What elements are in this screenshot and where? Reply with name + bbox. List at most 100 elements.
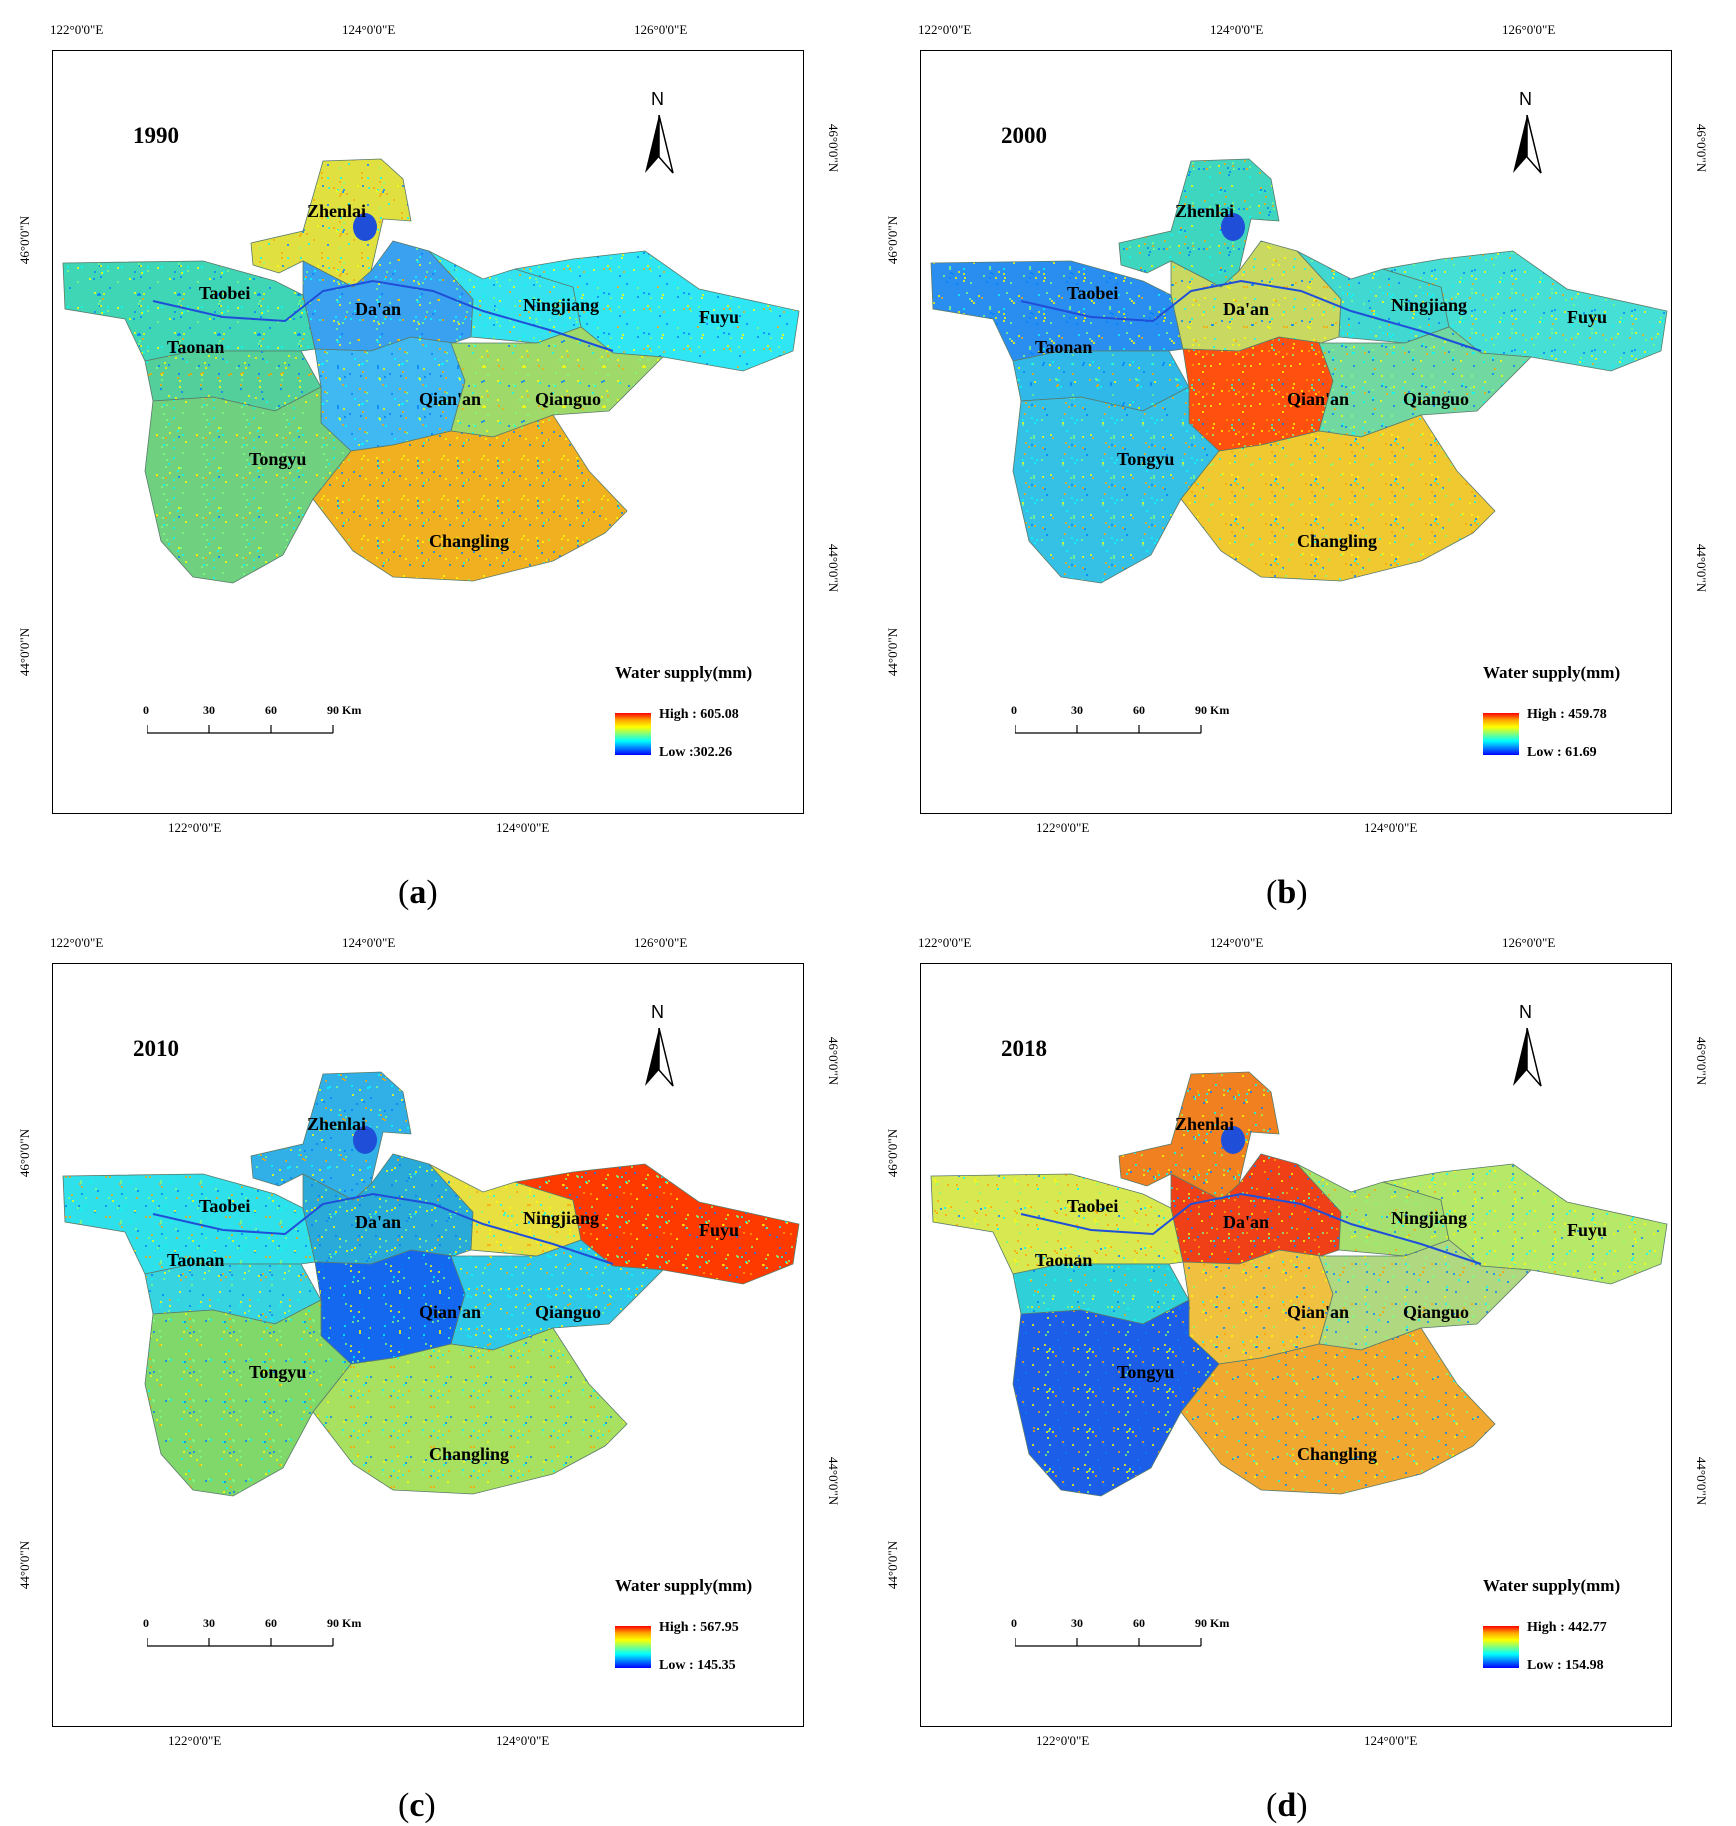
county-label: Taonan: [167, 337, 225, 357]
legend-title: Water supply(mm): [1483, 663, 1621, 682]
legend-title: Water supply(mm): [1483, 1576, 1621, 1595]
county-qianguo: [1318, 326, 1532, 438]
county-label: Qianguo: [1403, 1302, 1470, 1322]
county-label: Zhenlai: [1175, 1114, 1235, 1134]
top-axis-label: 124°0'0"E: [342, 935, 396, 950]
choropleth-map: [930, 158, 1668, 584]
left-axis-label: 44°0'0"N: [17, 1540, 32, 1590]
county-label: Fuyu: [699, 1220, 740, 1240]
legend-color-ramp: [615, 1626, 651, 1668]
map-panel-c: 122°0'0"E 124°0'0"E 126°0'0"E 122°0'0"E 124°…: [0, 913, 868, 1826]
top-axis-label: 126°0'0"E: [1502, 935, 1556, 950]
county-label: Da'an: [355, 299, 402, 319]
scale-tick-label: 30: [203, 1616, 215, 1630]
county-label: Qianguo: [535, 1302, 602, 1322]
lake-shape: [1221, 213, 1245, 241]
map-panel-d: 122°0'0"E 124°0'0"E 126°0'0"E 122°0'0"E 124°…: [868, 913, 1736, 1826]
caption-letter: a: [409, 874, 427, 911]
north-arrow-icon: [645, 1027, 674, 1087]
scale-tick-label: 0: [143, 703, 149, 717]
legend-high-value: High : 442.77: [1527, 1620, 1607, 1635]
scale-bar: [1015, 725, 1202, 734]
county-label: Taobei: [199, 283, 251, 303]
county-label: Da'an: [1223, 1212, 1270, 1232]
north-letter: N: [651, 1002, 664, 1022]
map-panel-a: 122°0'0"E 124°0'0"E 126°0'0"E 122°0'0"E 124°…: [0, 0, 868, 913]
county-label: Da'an: [355, 1212, 402, 1232]
north-letter: N: [1519, 1002, 1532, 1022]
county-label: Changling: [429, 531, 510, 551]
county-label: Taonan: [167, 1250, 225, 1270]
county-label: Ningjiang: [523, 1208, 600, 1228]
right-axis-label: 44°0'0"N: [1694, 1456, 1709, 1506]
legend-color-ramp: [1483, 713, 1519, 755]
scale-tick-label: 90 Km: [1195, 1616, 1230, 1630]
legend-title: Water supply(mm): [615, 1576, 753, 1595]
caption-letter: d: [1277, 1787, 1297, 1824]
county-tongyu: [1012, 1299, 1220, 1497]
county-label: Zhenlai: [307, 201, 367, 221]
legend-low-value: Low : 61.69: [1527, 745, 1597, 760]
legend-color-ramp: [1483, 1626, 1519, 1668]
county-label: Qian'an: [1287, 389, 1350, 409]
county-label: Ningjiang: [523, 295, 600, 315]
legend-low-value: Low :302.26: [659, 745, 733, 760]
county-label: Fuyu: [699, 307, 740, 327]
bottom-axis-label: 122°0'0"E: [168, 820, 222, 835]
year-label: 2010: [133, 1036, 179, 1061]
county-fuyu: [1382, 1163, 1668, 1285]
panel-caption: (c): [398, 1787, 436, 1824]
county-tongyu: [1012, 386, 1220, 584]
county-changling: [312, 414, 628, 582]
scale-tick-label: 90 Km: [1195, 703, 1230, 717]
panel-caption: (a): [398, 874, 438, 911]
left-axis-label: 46°0'0"N: [17, 1128, 32, 1178]
year-label: 1990: [133, 123, 179, 148]
lake-shape: [1221, 1126, 1245, 1154]
bottom-axis-label: 124°0'0"E: [1364, 1733, 1418, 1748]
map-frame: 2018 Zhenlai Taobei Da'an Ningjiang Fuyu Taona…: [920, 963, 1672, 1727]
bottom-axis-label: 124°0'0"E: [496, 1733, 550, 1748]
river-line: [152, 279, 614, 352]
left-axis-label: 46°0'0"N: [885, 1128, 900, 1178]
river-line: [152, 1192, 614, 1265]
caption-letter: b: [1277, 874, 1297, 911]
county-label: Changling: [1297, 531, 1378, 551]
county-label: Taonan: [1035, 1250, 1093, 1270]
county-label: Tongyu: [1117, 1362, 1175, 1382]
county-qianguo: [450, 1239, 664, 1351]
scale-tick-label: 60: [265, 703, 277, 717]
county-changling: [1180, 414, 1496, 582]
scale-tick-label: 30: [203, 703, 215, 717]
top-axis-label: 124°0'0"E: [342, 22, 396, 37]
legend-title: Water supply(mm): [615, 663, 753, 682]
county-label: Taobei: [1067, 1196, 1119, 1216]
north-letter: N: [1519, 89, 1532, 109]
county-label: Qian'an: [419, 389, 482, 409]
year-label: 2018: [1001, 1036, 1047, 1061]
scale-tick-label: 30: [1071, 1616, 1083, 1630]
map-frame: 1990 Zhenlai Taobei Da'an Ningjiang Fuyu Taona…: [52, 50, 804, 814]
top-axis-label: 124°0'0"E: [1210, 935, 1264, 950]
river-line: [1020, 1192, 1482, 1265]
right-axis-label: 46°0'0"N: [826, 123, 841, 173]
legend-low-value: Low : 145.35: [659, 1658, 736, 1673]
left-axis-label: 46°0'0"N: [17, 215, 32, 265]
county-zhenlai: [250, 158, 412, 288]
map-frame: 2000 Zhenlai Taobei Da'an Ningjiang Fuyu Taona…: [920, 50, 1672, 814]
choropleth-map: [930, 1071, 1668, 1497]
county-label: Tongyu: [249, 1362, 307, 1382]
top-axis-label: 122°0'0"E: [918, 935, 972, 950]
county-zhenlai: [1118, 1071, 1280, 1201]
county-qianguo: [450, 326, 664, 438]
north-arrow-icon: [645, 114, 674, 174]
north-letter: N: [651, 89, 664, 109]
top-axis-label: 122°0'0"E: [50, 22, 104, 37]
left-axis-label: 44°0'0"N: [17, 627, 32, 677]
county-label: Taonan: [1035, 337, 1093, 357]
legend-high-value: High : 567.95: [659, 1620, 739, 1635]
left-axis-label: 44°0'0"N: [885, 1540, 900, 1590]
county-label: Ningjiang: [1391, 295, 1468, 315]
county-tongyu: [144, 386, 352, 584]
county-changling: [1180, 1327, 1496, 1495]
